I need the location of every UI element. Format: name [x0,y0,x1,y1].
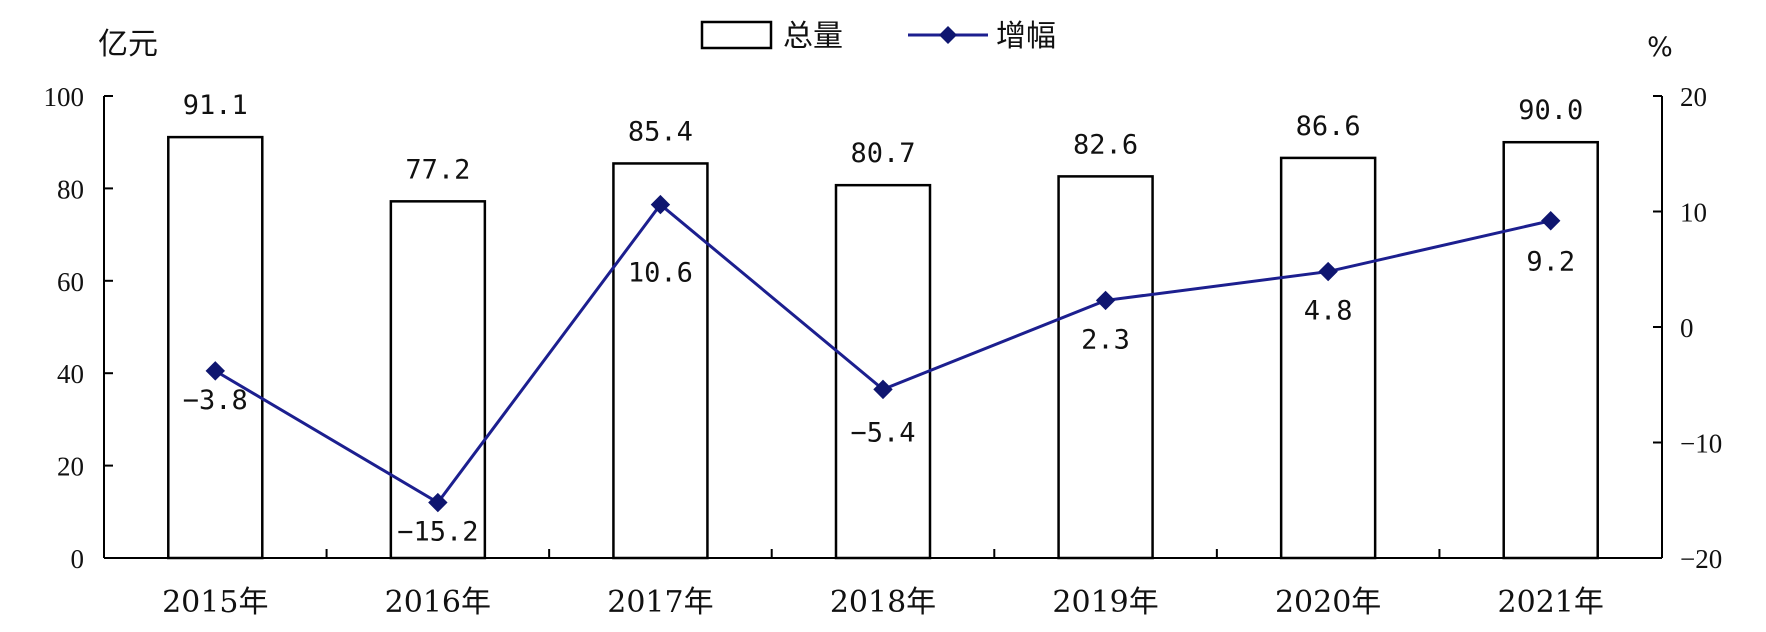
bar-value-label: 85.4 [628,116,693,147]
growth-marker-2018年[interactable] [873,379,893,400]
y-right-tick-label: −10 [1680,429,1722,459]
y-left-unit: 亿元 [98,27,158,62]
y-right-tick-label: 20 [1680,82,1707,112]
growth-marker-2021年[interactable] [1541,211,1561,231]
growth-value-label: −15.2 [397,517,478,548]
bar-2019年[interactable] [1057,175,1154,560]
growth-marker-2020年[interactable] [1318,261,1338,282]
growth-value-label: 4.8 [1304,296,1353,327]
y-right-tick-label: −20 [1680,544,1722,574]
legend-bar-label: 总量 [783,19,843,54]
y-right-tick-label: 10 [1680,198,1707,228]
bar-value-label: 91.1 [183,90,248,121]
y-left-tick-label: 60 [57,267,84,297]
x-category-label: 2017年 [607,585,713,620]
bar-2017年[interactable] [612,162,709,560]
x-category-label: 2015年 [162,585,268,620]
y-left-tick-label: 100 [44,82,85,112]
x-category-label: 2020年 [1275,585,1381,620]
x-category-label: 2021年 [1498,585,1604,620]
bar-value-label: 77.2 [405,154,470,185]
legend-bar-swatch [700,20,773,50]
y-left-tick-label: 80 [57,174,84,204]
bar-value-label: 82.6 [1073,129,1138,160]
growth-value-label: 9.2 [1526,247,1575,278]
growth-marker-2017年[interactable] [650,194,671,215]
y-left-tick-label: 0 [71,544,85,574]
bar-value-label: 80.7 [850,138,915,169]
x-category-label: 2016年 [385,585,491,620]
y-left-tick-label: 20 [57,452,84,482]
bar-2021年[interactable] [1502,140,1599,560]
bar-value-label: 90.0 [1518,95,1583,126]
growth-marker-2019年[interactable] [1095,290,1116,311]
bar-value-label: 86.6 [1296,111,1361,142]
growth-marker-2016年[interactable] [428,492,448,513]
growth-value-label: −5.4 [850,417,915,448]
growth-value-label: 2.3 [1081,324,1130,355]
y-left-tick-label: 40 [57,359,84,389]
y-right-unit: % [1647,32,1673,63]
bar-2020年[interactable] [1279,156,1377,560]
x-category-label: 2019年 [1052,585,1158,620]
growth-marker-2015年[interactable] [205,361,225,381]
growth-value-label: −3.8 [183,385,248,416]
bar-2018年[interactable] [834,183,932,560]
x-category-label: 2018年 [830,585,936,620]
legend-line-label: 增幅 [996,19,1056,54]
growth-value-label: 10.6 [628,258,693,289]
bar-2015年[interactable] [167,135,264,560]
y-right-tick-label: 0 [1680,313,1694,343]
legend-line-marker-icon [939,26,957,44]
